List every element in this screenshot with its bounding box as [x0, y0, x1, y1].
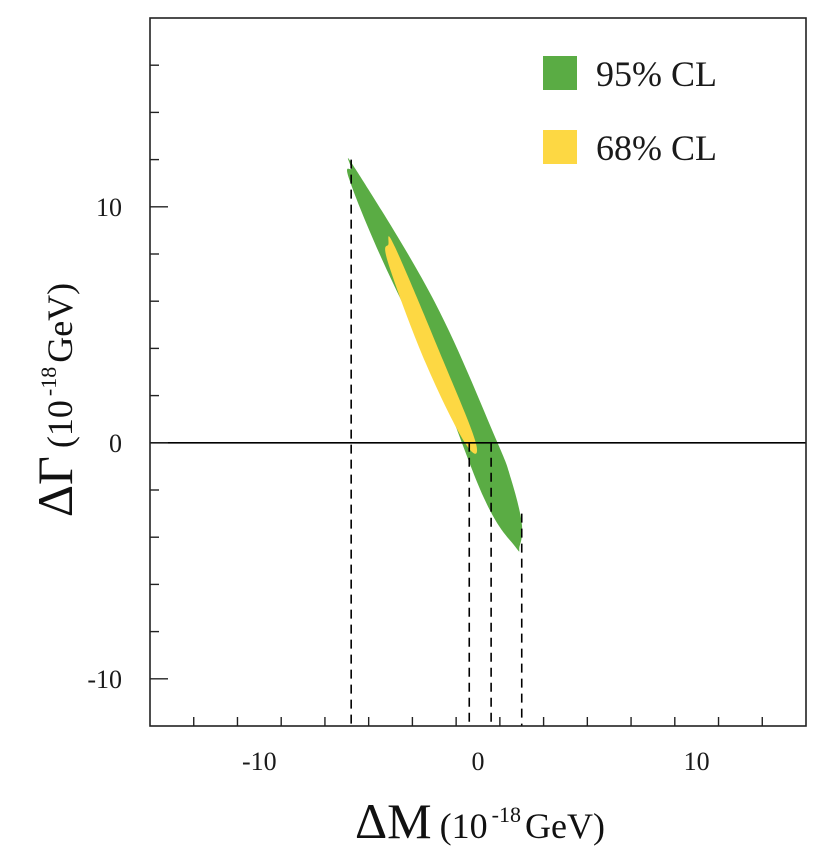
x-axis-symbol: ΔM — [355, 793, 432, 849]
y-axis-unit-suffix: GeV) — [40, 283, 80, 363]
y-axis-title: ΔΓ (10 -18 GeV) — [27, 283, 83, 517]
y-axis-unit-exponent: -18 — [36, 367, 61, 396]
plot-frame — [149, 17, 807, 727]
x-tick-label: 0 — [472, 747, 485, 776]
legend-swatch-1 — [543, 56, 577, 90]
legend-label-2: 68% CL — [596, 128, 717, 168]
legend-label-1: 95% CL — [596, 54, 717, 94]
legend: 95% CL 68% CL — [543, 54, 717, 168]
x-tick-label: 10 — [684, 747, 710, 776]
x-axis-title: ΔM (10 -18 GeV) — [355, 793, 605, 849]
y-axis-unit-prefix: (10 — [40, 400, 80, 448]
contour-68-cl — [385, 236, 478, 454]
y-tick-label: 10 — [96, 193, 122, 222]
x-axis-unit-exponent: -18 — [492, 802, 521, 827]
y-tick-label: 0 — [109, 429, 122, 458]
x-axis-unit-prefix: (10 — [440, 806, 488, 846]
x-tick-label: -10 — [242, 747, 277, 776]
y-axis-symbol: ΔΓ — [27, 456, 83, 517]
legend-swatch-2 — [543, 130, 577, 164]
x-axis-unit-suffix: GeV) — [525, 806, 605, 846]
y-tick-label: -10 — [87, 665, 122, 694]
